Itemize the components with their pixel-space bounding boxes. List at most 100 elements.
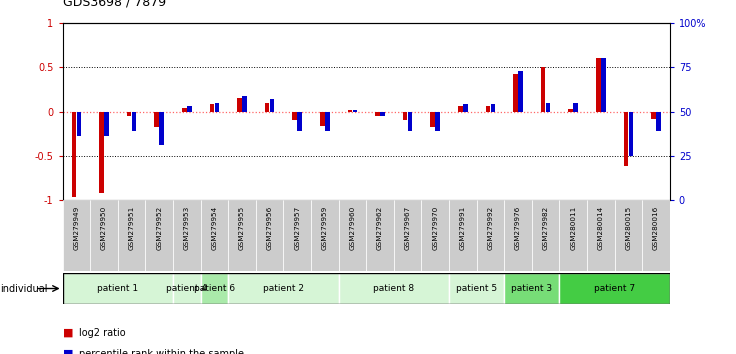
Text: ■: ■ bbox=[63, 328, 77, 338]
Bar bbox=[651, 112, 656, 119]
Bar bbox=[325, 112, 330, 131]
Bar bbox=[408, 112, 412, 131]
Text: patient 7: patient 7 bbox=[594, 284, 635, 293]
Text: GSM279967: GSM279967 bbox=[405, 206, 411, 250]
Bar bbox=[71, 112, 76, 198]
Bar bbox=[173, 273, 200, 304]
Bar bbox=[367, 200, 394, 271]
Bar bbox=[559, 200, 587, 271]
Bar bbox=[629, 112, 633, 156]
Bar bbox=[541, 67, 545, 112]
Text: individual: individual bbox=[0, 284, 48, 293]
Bar bbox=[491, 104, 495, 112]
Bar bbox=[256, 200, 283, 271]
Bar bbox=[90, 200, 118, 271]
Text: GSM279982: GSM279982 bbox=[542, 206, 548, 250]
Text: GSM279956: GSM279956 bbox=[266, 206, 272, 250]
Bar bbox=[270, 99, 275, 112]
Text: patient 3: patient 3 bbox=[512, 284, 552, 293]
Bar bbox=[99, 112, 104, 193]
Bar bbox=[504, 273, 559, 304]
Bar bbox=[146, 200, 173, 271]
Text: GSM279951: GSM279951 bbox=[129, 206, 135, 250]
Bar bbox=[105, 112, 109, 136]
Bar bbox=[559, 273, 670, 304]
Text: GSM279970: GSM279970 bbox=[432, 206, 438, 250]
Bar bbox=[568, 109, 573, 112]
Bar bbox=[347, 110, 352, 112]
Bar bbox=[237, 98, 241, 112]
Bar bbox=[210, 104, 214, 112]
Text: patient 2: patient 2 bbox=[263, 284, 304, 293]
Bar bbox=[431, 112, 435, 127]
Bar bbox=[436, 112, 440, 131]
Bar bbox=[531, 200, 559, 271]
Bar bbox=[228, 273, 339, 304]
Bar bbox=[449, 200, 477, 271]
Bar bbox=[657, 112, 661, 131]
Text: GSM279953: GSM279953 bbox=[184, 206, 190, 250]
Bar bbox=[283, 200, 311, 271]
Bar bbox=[77, 112, 81, 136]
Bar bbox=[642, 200, 670, 271]
Bar bbox=[463, 104, 467, 112]
Bar bbox=[127, 112, 131, 116]
Text: GSM279949: GSM279949 bbox=[74, 206, 79, 250]
Bar bbox=[155, 112, 159, 127]
Bar bbox=[200, 200, 228, 271]
Bar bbox=[292, 112, 297, 120]
Bar bbox=[601, 58, 606, 112]
Text: GSM279976: GSM279976 bbox=[515, 206, 521, 250]
Bar bbox=[320, 112, 325, 126]
Bar bbox=[353, 110, 357, 112]
Bar bbox=[573, 103, 578, 112]
Bar bbox=[615, 200, 642, 271]
Text: patient 4: patient 4 bbox=[166, 284, 208, 293]
Text: GSM279962: GSM279962 bbox=[377, 206, 383, 250]
Bar bbox=[504, 200, 531, 271]
Bar bbox=[477, 200, 504, 271]
Bar bbox=[160, 112, 164, 145]
Text: GSM279991: GSM279991 bbox=[460, 206, 466, 250]
Text: GSM279992: GSM279992 bbox=[487, 206, 493, 250]
Text: GSM280015: GSM280015 bbox=[626, 206, 631, 250]
Bar bbox=[513, 74, 517, 112]
Bar bbox=[200, 273, 228, 304]
Text: GSM279960: GSM279960 bbox=[350, 206, 355, 250]
Text: GSM279957: GSM279957 bbox=[294, 206, 300, 250]
Text: patient 8: patient 8 bbox=[373, 284, 414, 293]
Text: patient 6: patient 6 bbox=[194, 284, 235, 293]
Bar bbox=[375, 112, 380, 116]
Bar bbox=[242, 96, 247, 112]
Bar bbox=[132, 112, 136, 131]
Bar bbox=[381, 112, 385, 116]
Bar bbox=[518, 71, 523, 112]
Text: GSM279952: GSM279952 bbox=[156, 206, 162, 250]
Bar bbox=[215, 103, 219, 112]
Text: GDS3698 / 7879: GDS3698 / 7879 bbox=[63, 0, 166, 9]
Text: GSM279954: GSM279954 bbox=[211, 206, 217, 250]
Bar bbox=[187, 106, 191, 112]
Bar bbox=[182, 108, 186, 112]
Bar bbox=[311, 200, 339, 271]
Text: GSM280014: GSM280014 bbox=[598, 206, 604, 250]
Text: GSM280011: GSM280011 bbox=[570, 206, 576, 250]
Bar bbox=[449, 273, 504, 304]
Bar bbox=[421, 200, 449, 271]
Text: GSM280016: GSM280016 bbox=[653, 206, 659, 250]
Text: GSM279950: GSM279950 bbox=[101, 206, 107, 250]
Text: GSM279959: GSM279959 bbox=[322, 206, 328, 250]
Bar bbox=[546, 103, 551, 112]
Bar bbox=[394, 200, 422, 271]
Bar bbox=[339, 200, 367, 271]
Text: percentile rank within the sample: percentile rank within the sample bbox=[79, 349, 244, 354]
Text: ■: ■ bbox=[63, 349, 77, 354]
Bar bbox=[623, 112, 628, 166]
Text: patient 5: patient 5 bbox=[456, 284, 497, 293]
Text: patient 1: patient 1 bbox=[97, 284, 138, 293]
Bar bbox=[118, 200, 146, 271]
Bar bbox=[587, 200, 615, 271]
Bar bbox=[403, 112, 407, 120]
Text: GSM279955: GSM279955 bbox=[239, 206, 245, 250]
Bar bbox=[265, 103, 269, 112]
